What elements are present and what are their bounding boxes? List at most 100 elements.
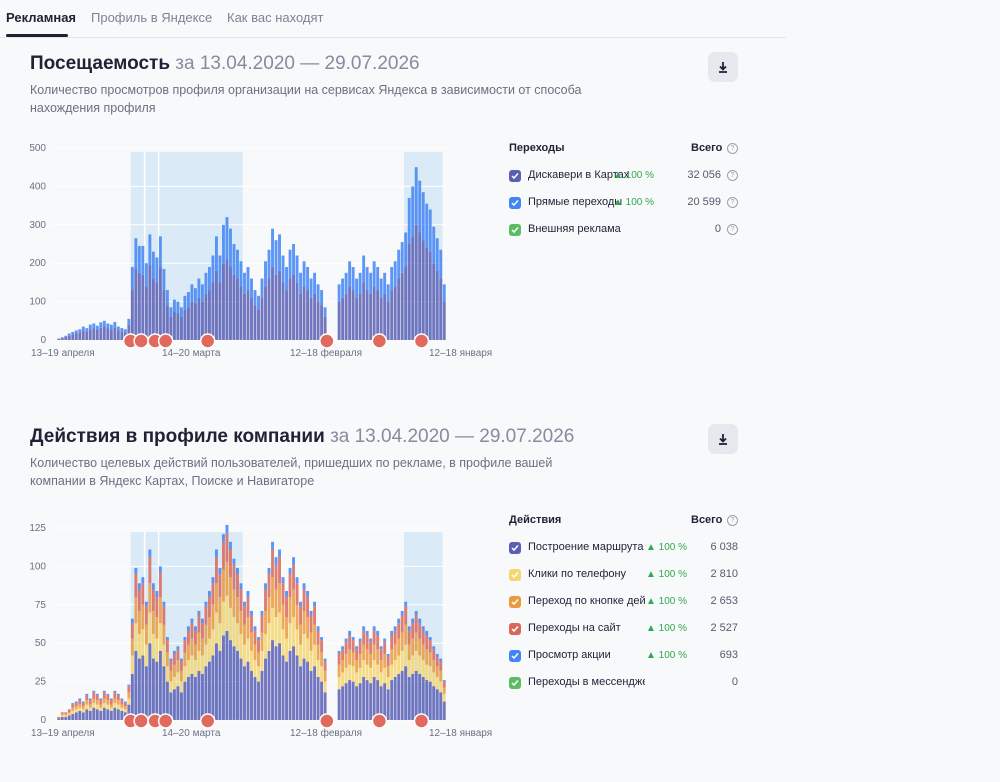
- chart-bar: [165, 666, 169, 682]
- chart-bar: [218, 574, 222, 598]
- y-tick-label: 400: [29, 181, 46, 192]
- chart-bar: [215, 549, 218, 558]
- chart-bar: [271, 541, 274, 550]
- chart-bar: [116, 326, 120, 331]
- chart-bar: [278, 583, 281, 613]
- legend-item-label: Клики по телефону: [528, 568, 627, 580]
- chart-bar: [99, 700, 103, 705]
- chart-bar: [253, 676, 257, 720]
- legend-item[interactable]: Прямые переходы ▲ 100 % 20 599?: [509, 195, 749, 211]
- help-icon[interactable]: ?: [727, 515, 738, 526]
- legend-item[interactable]: Переходы на сайт ▲ 100 % 2 527: [509, 621, 749, 637]
- chart-bar: [190, 284, 194, 302]
- chart-bar: [379, 686, 383, 720]
- chart-bar: [348, 649, 352, 665]
- chart-bar: [67, 333, 71, 336]
- legend-item[interactable]: Дискавери в Картах ▲ 100 % 32 056?: [509, 168, 749, 184]
- chart-bar: [197, 610, 201, 616]
- chart-bar: [99, 698, 103, 701]
- help-icon[interactable]: ?: [727, 143, 738, 154]
- chart-bar: [151, 610, 155, 634]
- chart-bar: [197, 297, 201, 340]
- chart-bar: [232, 558, 236, 565]
- chart-bar: [253, 644, 257, 661]
- legend-item[interactable]: Клики по телефону ▲ 100 % 2 810: [509, 567, 749, 583]
- check-icon: [511, 599, 519, 606]
- chart-bar: [257, 652, 260, 667]
- visits-date-range[interactable]: за 13.04.2020 — 29.07.2026: [175, 53, 420, 74]
- visits-download-button[interactable]: [708, 52, 738, 82]
- chart-bar: [207, 597, 211, 618]
- chart-bar: [362, 282, 366, 340]
- checkbox[interactable]: [509, 224, 521, 236]
- chart-bar: [225, 524, 229, 533]
- actions-download-button[interactable]: [708, 424, 738, 454]
- legend-item[interactable]: Построение маршрута ▲ 100 % 6 038: [509, 540, 749, 556]
- chart-bar: [113, 692, 117, 699]
- checkbox[interactable]: [509, 677, 521, 689]
- chart-bar: [246, 597, 250, 618]
- actions-chart[interactable]: 0 25 50 75 100 125 13–19 апреля 14–20 марта 12–1…: [0, 510, 500, 750]
- chart-bar: [379, 672, 383, 687]
- chart-bar: [411, 236, 415, 340]
- chart-bar: [274, 589, 278, 618]
- chart-bar: [299, 293, 303, 340]
- checkbox[interactable]: [509, 170, 521, 182]
- chart-bar: [71, 707, 75, 711]
- legend-item-value: 2 527: [710, 622, 738, 634]
- checkbox[interactable]: [509, 197, 521, 209]
- chart-bar: [102, 703, 106, 708]
- chart-bar: [172, 311, 176, 340]
- chart-bar: [102, 320, 106, 327]
- checkbox[interactable]: [509, 569, 521, 581]
- chart-bar: [288, 567, 292, 575]
- chart-bar: [215, 583, 218, 613]
- checkbox[interactable]: [509, 596, 521, 608]
- chart-bar: [222, 534, 225, 542]
- chart-bar: [355, 649, 359, 661]
- chart-bar: [207, 290, 211, 340]
- chart-bar: [165, 640, 169, 653]
- chart-bar: [179, 670, 183, 682]
- chart-bar: [81, 330, 85, 340]
- chart-bar: [372, 644, 376, 661]
- chart-bar: [383, 653, 387, 668]
- checkbox[interactable]: [509, 542, 521, 554]
- chart-bar: [337, 664, 341, 677]
- chart-bar: [120, 698, 124, 701]
- check-icon: [511, 653, 519, 660]
- chart-bar: [85, 700, 89, 705]
- checkbox[interactable]: [509, 623, 521, 635]
- chart-bar: [197, 615, 201, 633]
- chart-bar: [355, 660, 359, 673]
- legend-item[interactable]: Просмотр акции ▲ 100 % 693: [509, 648, 749, 664]
- tab-yandex-profile[interactable]: Профиль в Яндексе: [91, 10, 213, 25]
- chart-bar: [309, 670, 313, 720]
- chart-bar: [323, 658, 327, 662]
- chart-bar: [239, 610, 243, 634]
- actions-date-range[interactable]: за 13.04.2020 — 29.07.2026: [330, 426, 575, 447]
- visits-chart[interactable]: 0 100 200 300 400 500 13–19 апреля 14–20 марта 1…: [0, 130, 500, 370]
- chart-bar: [193, 288, 197, 304]
- event-marker: [133, 713, 149, 729]
- tab-advertising[interactable]: Рекламная: [6, 10, 77, 25]
- chart-bar: [130, 290, 134, 340]
- help-icon[interactable]: ?: [727, 224, 738, 235]
- help-icon[interactable]: ?: [727, 170, 738, 181]
- legend-item[interactable]: Переходы в мессенджеры 0: [509, 675, 749, 691]
- chart-bar: [225, 259, 229, 340]
- chart-bar: [414, 670, 418, 720]
- chart-bar: [428, 251, 432, 340]
- chart-bar: [120, 331, 124, 340]
- tab-how-found[interactable]: Как вас находят: [227, 10, 324, 25]
- checkbox[interactable]: [509, 650, 521, 662]
- chart-bar: [355, 646, 359, 650]
- help-icon[interactable]: ?: [727, 197, 738, 208]
- legend-item[interactable]: Внешняя реклама 0?: [509, 222, 749, 238]
- chart-bar: [278, 234, 281, 271]
- chart-bar: [169, 692, 173, 720]
- chart-bar: [365, 664, 369, 681]
- chart-bar: [193, 676, 197, 720]
- chart-bar: [362, 630, 366, 645]
- legend-item[interactable]: Переход по кнопке действия▲ 100 % 2 653: [509, 594, 749, 610]
